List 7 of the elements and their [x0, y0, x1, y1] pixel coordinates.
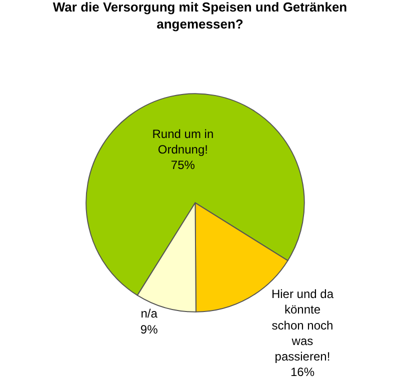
data-label: 75%	[170, 158, 196, 172]
slice-label: Hier und da könnte schon noch was passieren!	[271, 287, 334, 364]
data-label: 16%	[290, 365, 315, 380]
data-label: 9%	[140, 322, 158, 336]
slice-label: Rund um in Ordnung!	[152, 127, 214, 157]
chart-title: War die Versorgung mit Speisen und Getränken angemessen?	[52, 0, 348, 32]
slice-label: n/a	[140, 306, 158, 321]
